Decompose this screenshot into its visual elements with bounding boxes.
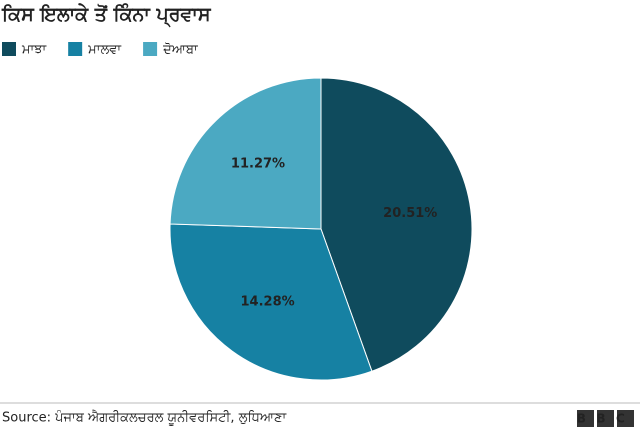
chart-title: ਕਿਸ ਇਲਾਕੇ ਤੋਂ ਕਿੰਨਾ ਪ੍ਰਵਾਸ <box>1 3 212 28</box>
legend-swatch <box>68 42 83 56</box>
logo-box <box>577 410 594 427</box>
pie-slice <box>169 223 373 381</box>
data-label: 14.28% <box>241 295 295 310</box>
source: Source: ਪੰਜਾਬ ਐਗਰੀਕਲਚਰਲ ਯੂਨੀਵਰਸਿਟੀ, ਲੁਧਿ… <box>2 410 287 426</box>
data-label: 20.51% <box>383 206 437 221</box>
legend-label: ਦੋਆਬਾ <box>162 42 199 58</box>
logo-box <box>617 410 634 427</box>
legend-swatch <box>143 42 158 56</box>
pie-slice <box>320 77 473 372</box>
legend-label: ਮਾਝਾ <box>21 43 47 58</box>
legend-swatch <box>2 42 16 56</box>
pie-slice <box>169 77 322 230</box>
logo: BBC <box>577 410 636 427</box>
logo-text: BBC <box>577 412 636 426</box>
logo-box <box>597 410 614 427</box>
legend-label: ਮਾਲਵਾ <box>87 43 122 58</box>
data-label: 11.27% <box>231 156 285 171</box>
